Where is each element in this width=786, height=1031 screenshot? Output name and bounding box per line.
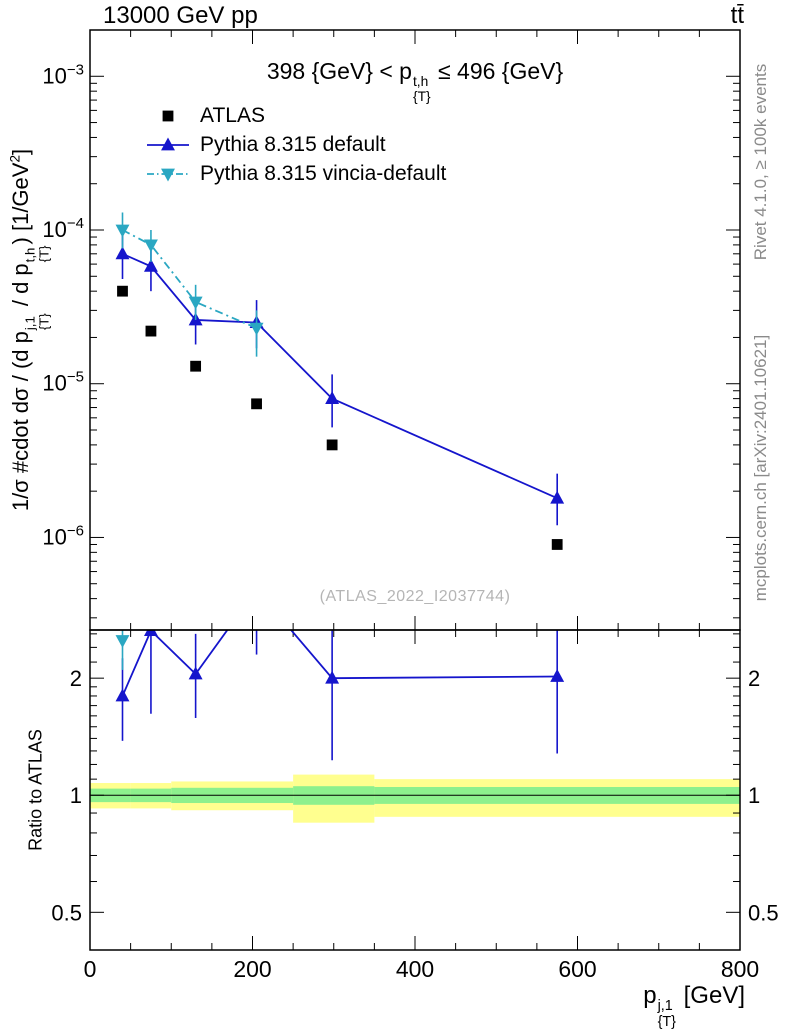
mcplots-note: mcplots.cern.ch [arXiv:2401.10621]	[751, 334, 770, 602]
svg-text:400: 400	[396, 956, 434, 982]
series-0	[117, 285, 563, 550]
rivet-version-note: Rivet 4.1.0, ≥ 100k events	[751, 63, 770, 261]
legend-label-pythia-vincia: Pythia 8.315 vincia-default	[200, 161, 447, 185]
legend-label-atlas: ATLAS	[200, 103, 265, 127]
ratio-panel-series	[115, 630, 565, 761]
legend-item-atlas: ATLAS	[146, 101, 446, 130]
ratio-uncertainty-bands	[90, 774, 740, 823]
svg-text:1: 1	[748, 783, 760, 808]
svg-text:1: 1	[70, 783, 82, 808]
svg-text:10−3: 10−3	[42, 61, 84, 88]
legend: ATLAS Pythia 8.315 default Pythia 8.315 …	[146, 101, 446, 188]
process-label: tt̄	[730, 2, 744, 29]
ratio-panel-frame	[89, 629, 741, 951]
svg-text:800: 800	[721, 956, 759, 982]
analysis-id-watermark: (ATLAS_2022_I2037744)	[319, 588, 511, 605]
ratio-y-axis-label: Ratio to ATLAS	[25, 729, 46, 851]
svg-text:10−4: 10−4	[42, 215, 84, 242]
svg-text:2: 2	[70, 666, 82, 691]
pythia-vincia-marker-icon	[147, 168, 189, 181]
legend-item-pythia-default: Pythia 8.315 default	[146, 130, 446, 159]
legend-label-pythia-default: Pythia 8.315 default	[200, 132, 386, 156]
atlas-marker-icon	[162, 110, 174, 121]
beam-energy-label: 13000 GeV pp	[103, 2, 258, 29]
svg-text:0.5: 0.5	[51, 900, 82, 925]
legend-item-pythia-vincia: Pythia 8.315 vincia-default	[146, 159, 446, 188]
axis-ticks	[89, 30, 741, 951]
ratio-series-1	[115, 630, 565, 761]
ratio-series-2	[115, 630, 130, 670]
tick-labels: 0 200 400 600 800 10−3 10−4 10−5 10−6 2 2 1 1 0.5 0.5	[42, 61, 778, 982]
y-axis-label: 1/σ #cdot dσ / (d p j,1 {T} / d p t,h {T}) […	[7, 148, 52, 512]
series-1	[115, 233, 565, 526]
pythia-default-marker-icon	[147, 137, 189, 150]
series-2	[115, 212, 264, 357]
svg-text:10−6: 10−6	[42, 522, 84, 549]
plot-title: 398 {GeV} < p t,h {T} ≤ 496 {GeV}	[266, 58, 564, 105]
svg-text:10−5: 10−5	[42, 369, 84, 396]
svg-text:200: 200	[233, 956, 271, 982]
svg-text:0: 0	[84, 956, 97, 982]
svg-text:0.5: 0.5	[748, 900, 779, 925]
svg-text:2: 2	[748, 666, 760, 691]
main-panel-series	[115, 212, 565, 550]
svg-text:600: 600	[558, 956, 596, 982]
